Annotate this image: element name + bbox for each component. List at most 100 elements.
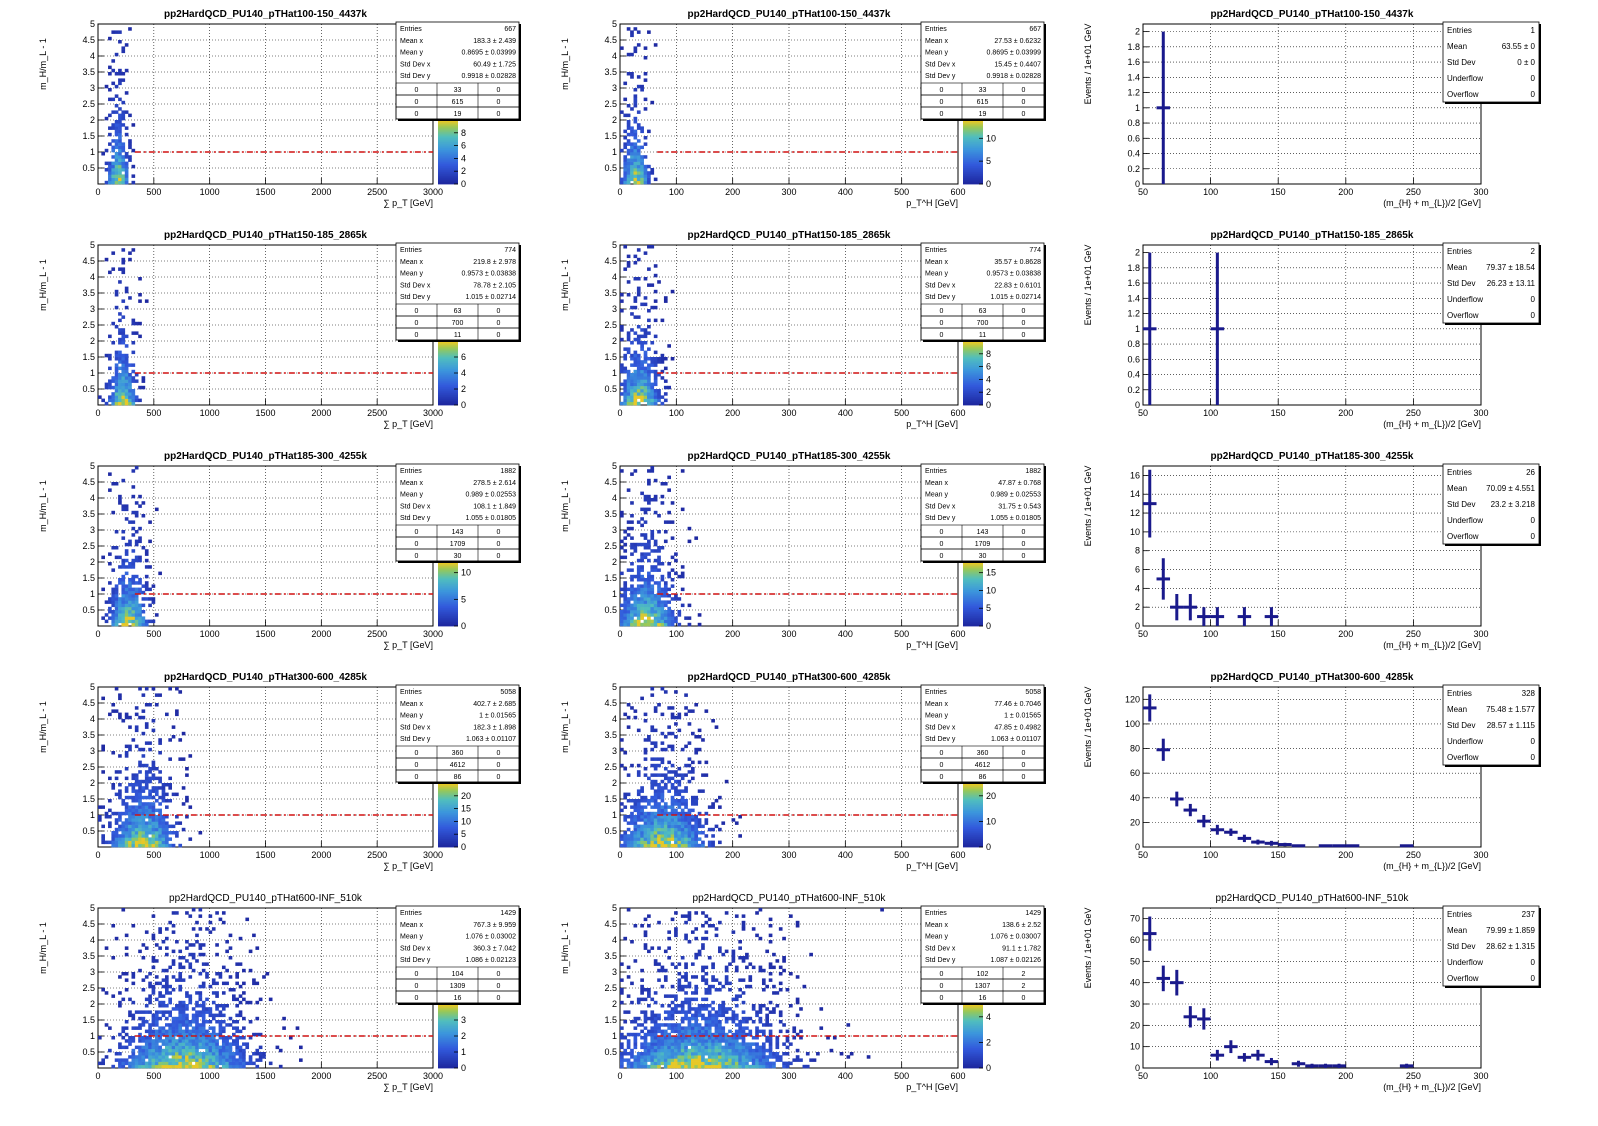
heatmap-cell	[694, 1020, 699, 1024]
heatmap-cell	[626, 132, 631, 137]
stats-value: 0	[1531, 295, 1536, 304]
heatmap-cell	[626, 613, 631, 617]
heatmap-cell	[677, 1039, 682, 1043]
stats-grid-cell: 0	[415, 99, 419, 106]
heatmap-cell	[647, 1016, 651, 1021]
heatmap-cell	[151, 584, 156, 588]
heatmap-cell	[185, 1013, 189, 1018]
heatmap-cell	[104, 257, 109, 262]
heatmap-cell	[114, 827, 119, 832]
heatmap-cell	[647, 309, 651, 313]
heatmap-cell	[636, 382, 641, 387]
color-bar-segment	[438, 568, 458, 571]
y-tick-label: 0	[1135, 621, 1140, 631]
heatmap-cell	[687, 763, 692, 768]
heatmap-cell	[144, 565, 149, 569]
heatmap-cell	[252, 933, 256, 938]
stats-value: 23.2 ± 3.218	[1491, 500, 1536, 509]
heatmap-cell	[657, 843, 661, 848]
heatmap-cell	[144, 1039, 149, 1043]
heatmap-cell	[134, 594, 139, 598]
color-bar-segment	[438, 570, 458, 573]
color-bar-segment	[963, 596, 983, 599]
heatmap-cell	[623, 837, 628, 841]
heatmap-cell	[101, 152, 105, 156]
heatmap-cell	[674, 594, 678, 598]
y-tick-label: 20	[1130, 817, 1140, 827]
heatmap-cell	[663, 1023, 668, 1027]
color-bar-segment	[963, 600, 983, 603]
heatmap-cell	[114, 546, 119, 550]
color-bar-segment	[438, 578, 458, 581]
heatmap-cell	[680, 808, 685, 813]
heatmap-cell	[630, 562, 634, 566]
heatmap-cell	[687, 526, 692, 531]
heatmap-cell	[657, 802, 661, 806]
heatmap-cell	[657, 622, 661, 627]
heatmap-cell	[636, 158, 641, 162]
heatmap-cell	[154, 1045, 159, 1050]
heatmap-cell	[670, 357, 675, 361]
heatmap-cell	[623, 357, 628, 361]
heatmap-cell	[640, 696, 644, 701]
heatmap-cell	[701, 1064, 705, 1069]
heatmap-cell	[111, 956, 116, 960]
heatmap-cell	[131, 1048, 136, 1053]
heatmap-cell	[687, 1010, 692, 1014]
heatmap-cell	[660, 562, 665, 566]
heatmap-cell	[667, 344, 671, 348]
heatmap-cell	[650, 574, 655, 579]
heatmap-cell	[111, 703, 116, 707]
heatmap-cell	[148, 1055, 152, 1059]
heatmap-cell	[118, 145, 122, 150]
heatmap-cell	[667, 1023, 671, 1027]
stats-label: Mean x	[400, 922, 423, 929]
heatmap-cell	[208, 984, 213, 989]
heatmap-cell	[677, 831, 682, 835]
heatmap-cell	[198, 1061, 203, 1066]
heatmap-cell	[154, 997, 159, 1002]
heatmap-cell	[657, 1013, 661, 1018]
heatmap-cell	[636, 603, 641, 608]
heatmap-cell	[670, 763, 675, 768]
heatmap-cell	[144, 930, 149, 934]
heatmap-cell	[138, 1064, 142, 1069]
heatmap-cell	[165, 1058, 169, 1062]
color-bar-segment	[963, 799, 983, 802]
heatmap-cell	[640, 837, 644, 841]
heatmap-cell	[128, 562, 132, 566]
heatmap-cell	[138, 1036, 142, 1040]
heatmap-cell	[121, 168, 126, 172]
heatmap-cell	[630, 843, 634, 848]
heatmap-cell	[185, 1026, 189, 1030]
heatmap-cell	[165, 821, 169, 825]
heatmap-cell	[205, 1045, 209, 1050]
heatmap-cell	[121, 100, 126, 105]
stats-value: 75.48 ± 1.577	[1486, 705, 1535, 714]
heatmap-cell	[623, 840, 628, 845]
heatmap-cell	[118, 180, 122, 185]
heatmap-cell	[640, 366, 644, 371]
color-bar-segment	[438, 136, 458, 139]
y-tick-label: 12	[1130, 508, 1140, 518]
heatmap-cell	[138, 715, 142, 720]
color-bar-segment	[963, 180, 983, 183]
color-bar-segment	[438, 172, 458, 175]
heatmap-cell	[198, 1023, 203, 1027]
y-tick-label: 3.5	[82, 288, 95, 298]
color-bar-segment	[438, 146, 458, 149]
heatmap-cell	[620, 1036, 624, 1040]
heatmap-cell	[663, 616, 668, 620]
heatmap-cell	[144, 1052, 149, 1056]
heatmap-cell	[262, 1052, 266, 1056]
y-axis-label: Events / 1e+01 GeV	[1083, 687, 1093, 768]
heatmap-cell	[697, 747, 702, 752]
heatmap-cell	[643, 498, 648, 502]
heatmap-cell	[620, 978, 624, 982]
heatmap-cell	[124, 289, 129, 294]
heatmap-cell	[148, 770, 152, 774]
heatmap-cell	[114, 594, 119, 598]
color-bar-segment	[963, 801, 983, 804]
heatmap-cell	[633, 619, 638, 624]
